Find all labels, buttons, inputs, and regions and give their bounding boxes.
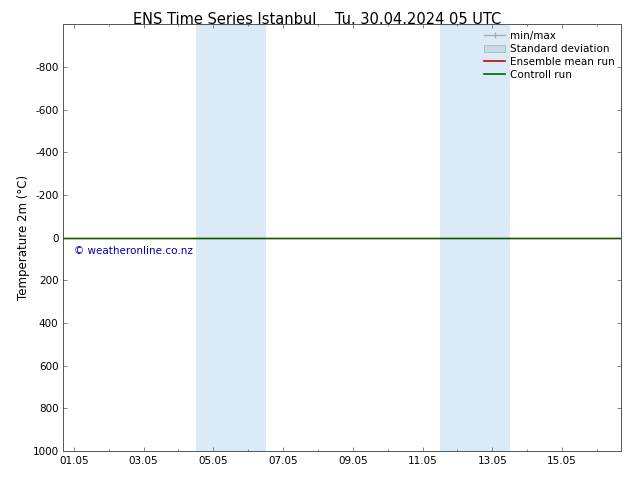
Legend: min/max, Standard deviation, Ensemble mean run, Controll run: min/max, Standard deviation, Ensemble me… <box>481 27 618 83</box>
Text: ENS Time Series Istanbul    Tu. 30.04.2024 05 UTC: ENS Time Series Istanbul Tu. 30.04.2024 … <box>133 12 501 27</box>
Text: © weatheronline.co.nz: © weatheronline.co.nz <box>74 246 193 256</box>
Bar <box>196 24 266 451</box>
Y-axis label: Temperature 2m (°C): Temperature 2m (°C) <box>16 175 30 300</box>
Bar <box>440 24 510 451</box>
